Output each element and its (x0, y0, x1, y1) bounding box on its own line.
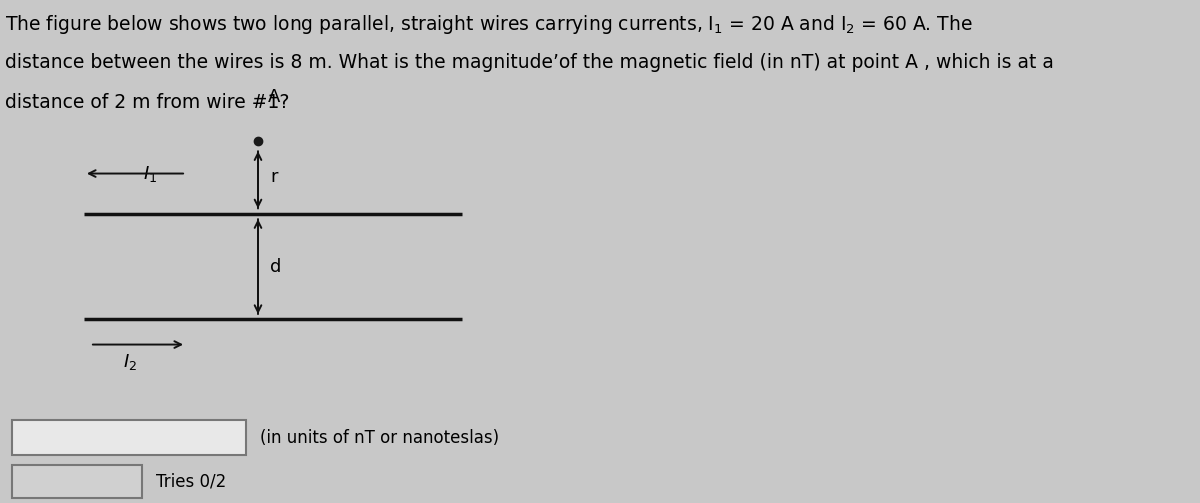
Text: (in units of nT or nanoteslas): (in units of nT or nanoteslas) (260, 429, 499, 447)
Text: Submit Answer: Submit Answer (19, 474, 134, 489)
FancyBboxPatch shape (12, 420, 246, 455)
Text: $I_1$: $I_1$ (143, 163, 157, 184)
Text: d: d (270, 258, 281, 276)
Text: A: A (268, 88, 280, 106)
Text: $I_2$: $I_2$ (122, 352, 137, 372)
Text: distance of 2 m from wire #1?: distance of 2 m from wire #1? (5, 93, 289, 112)
Text: The figure below shows two long parallel, straight wires carrying currents, I$_1: The figure below shows two long parallel… (5, 13, 972, 36)
Text: distance between the wires is 8 m. What is the magnitude’of the magnetic field (: distance between the wires is 8 m. What … (5, 53, 1054, 72)
Text: r: r (270, 168, 277, 186)
Text: Tries 0/2: Tries 0/2 (156, 473, 227, 490)
FancyBboxPatch shape (12, 465, 142, 498)
